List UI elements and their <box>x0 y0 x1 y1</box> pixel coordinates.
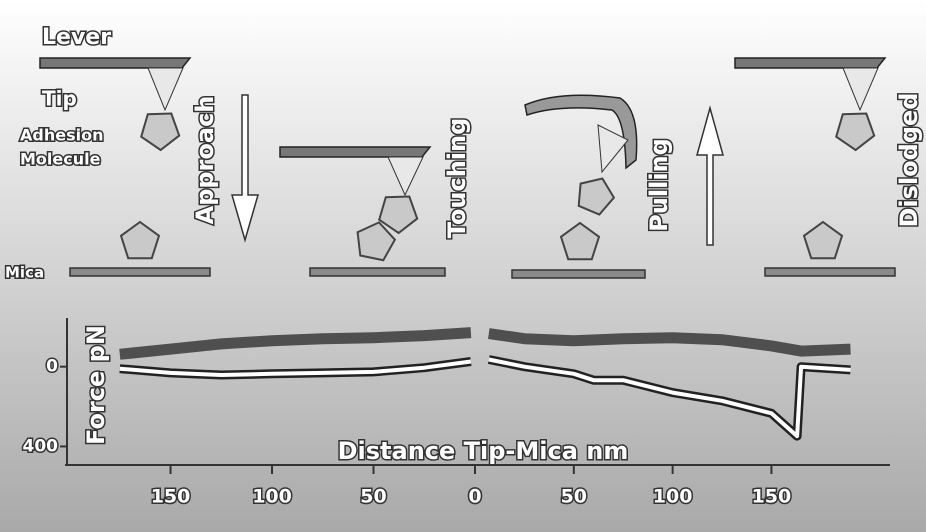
step-label: Dislodged <box>895 93 923 228</box>
adhesion-label: Adhesion <box>20 126 103 145</box>
mica <box>765 268 895 276</box>
x-tick-label: 100 <box>252 486 292 508</box>
x-tick-label: 0 <box>468 486 481 508</box>
x-axis-title: Distance Tip-Mica nm <box>338 437 629 465</box>
mica-label: Mica <box>5 264 44 282</box>
step-label: Touching <box>443 118 471 239</box>
step-label: Pulling <box>645 138 673 232</box>
lever <box>40 58 190 68</box>
step-label: Approach <box>191 96 219 225</box>
y-tick-label: 0 <box>46 357 58 377</box>
x-tick-label: 100 <box>653 486 693 508</box>
y-tick-label: 400 <box>23 436 59 456</box>
x-tick-label: 50 <box>360 486 386 508</box>
x-tick-label: 150 <box>151 486 191 508</box>
molecule-label: Molecule <box>20 150 101 169</box>
mica <box>310 268 445 276</box>
lever <box>280 147 430 157</box>
mica <box>512 270 645 278</box>
lever-label: Lever <box>42 25 111 50</box>
x-tick-label: 50 <box>561 486 587 508</box>
x-tick-label: 150 <box>752 486 792 508</box>
mica <box>70 268 210 276</box>
y-axis-title: Force pN <box>82 325 110 445</box>
figure: Lever Tip Adhesion Molecule Mica Approac… <box>0 0 926 532</box>
tip-label: Tip <box>42 87 77 111</box>
lever <box>735 58 885 68</box>
